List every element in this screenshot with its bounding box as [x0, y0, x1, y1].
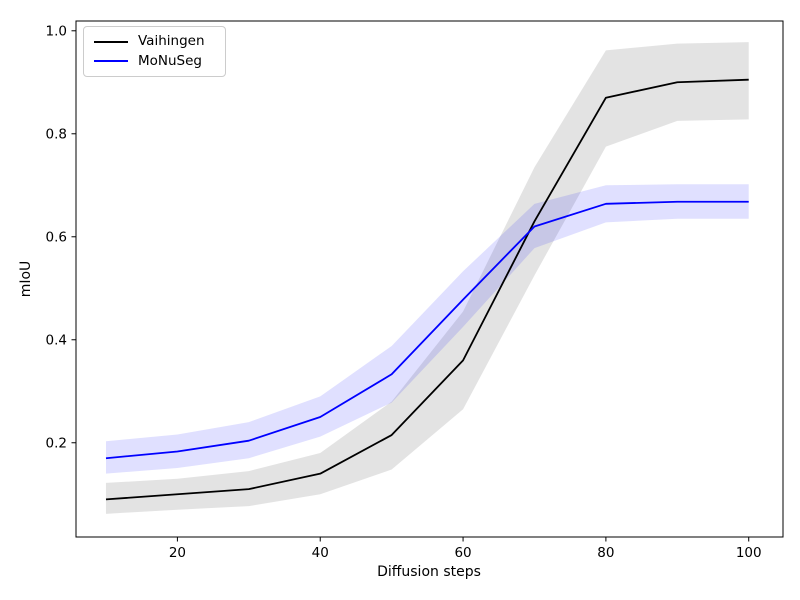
- y-tick-label: 1.0: [46, 23, 67, 39]
- monuseg-confidence-band: [105, 184, 749, 474]
- y-tick-label: 0.8: [46, 126, 67, 142]
- plot-border: [75, 20, 784, 538]
- vaihingen-line: [105, 78, 749, 501]
- legend: Vaihingen MoNuSeg: [83, 26, 226, 77]
- monuseg-line-swatch: [94, 60, 128, 63]
- legend-item-vaihingen: Vaihingen: [94, 33, 215, 49]
- x-tick-label: 20: [169, 545, 186, 561]
- x-axis-label: Diffusion steps: [377, 564, 481, 580]
- y-tick-label: 0.2: [46, 435, 67, 451]
- x-tick-label: 60: [454, 545, 471, 561]
- y-axis-label: mIoU: [18, 260, 34, 298]
- legend-label-vaihingen: Vaihingen: [138, 33, 205, 49]
- legend-label-monuseg: MoNuSeg: [138, 52, 203, 69]
- y-tick-label: 0.4: [46, 332, 67, 348]
- legend-item-monuseg: MoNuSeg: [94, 52, 215, 69]
- vaihingen-line-swatch: [94, 40, 128, 43]
- x-tick-label: 80: [597, 545, 614, 561]
- monuseg-line: [105, 200, 749, 460]
- x-tick-label: 100: [736, 545, 762, 561]
- vaihingen-confidence-band: [105, 42, 749, 514]
- y-tick-label: 0.6: [46, 229, 67, 245]
- x-tick-label: 40: [312, 545, 329, 561]
